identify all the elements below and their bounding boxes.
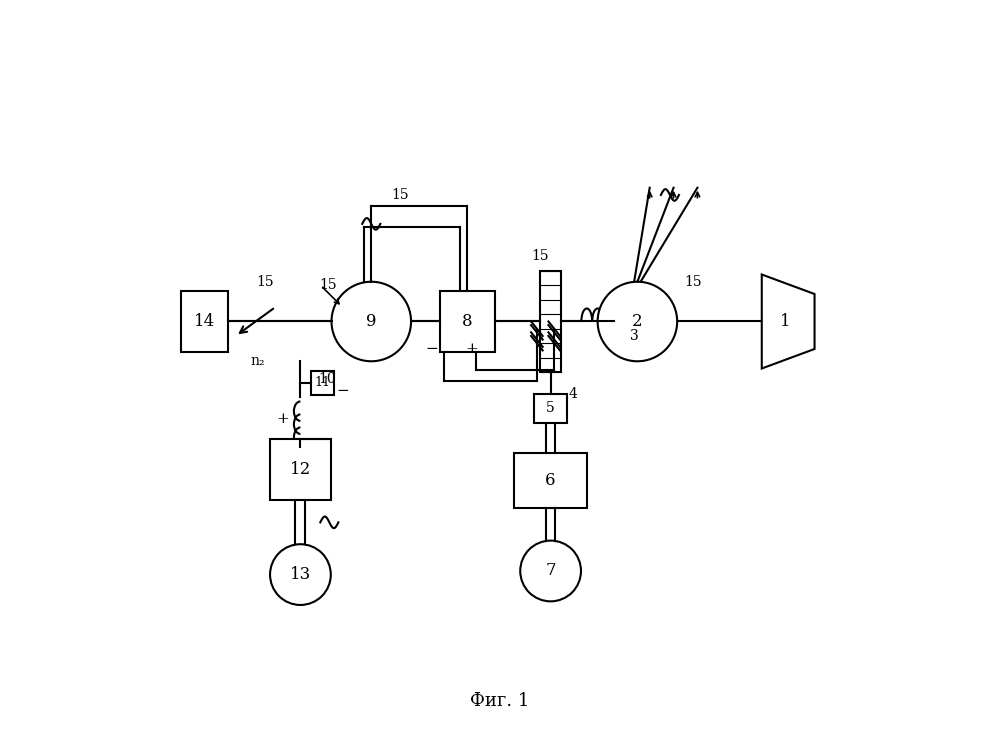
Text: 8: 8 <box>462 313 473 330</box>
Text: 9: 9 <box>366 313 377 330</box>
Text: 7: 7 <box>545 562 556 579</box>
Text: +: + <box>276 412 289 426</box>
Circle shape <box>520 541 581 601</box>
Bar <box>181 291 228 352</box>
Text: 5: 5 <box>546 401 555 415</box>
Text: 4: 4 <box>569 387 578 401</box>
Text: 15: 15 <box>531 249 549 263</box>
Text: 15: 15 <box>319 279 337 293</box>
Circle shape <box>332 282 411 361</box>
Text: 6: 6 <box>545 472 556 489</box>
Text: 14: 14 <box>194 313 216 330</box>
Text: 11: 11 <box>315 377 331 389</box>
Text: 1: 1 <box>780 313 791 330</box>
Bar <box>311 371 334 394</box>
Circle shape <box>270 544 331 605</box>
Bar <box>270 439 331 500</box>
Text: 12: 12 <box>290 461 311 478</box>
Text: 15: 15 <box>684 275 702 289</box>
Text: n₂: n₂ <box>250 354 265 368</box>
Text: 15: 15 <box>391 188 409 202</box>
Text: 13: 13 <box>290 566 311 583</box>
Text: +: + <box>465 342 478 356</box>
Circle shape <box>598 282 677 361</box>
Text: 15: 15 <box>256 275 273 289</box>
Text: 2: 2 <box>632 313 643 330</box>
Text: 10: 10 <box>318 372 336 386</box>
Polygon shape <box>762 274 815 368</box>
Bar <box>534 394 567 423</box>
Bar <box>540 271 561 372</box>
Bar <box>440 291 495 352</box>
Bar <box>514 453 587 508</box>
Text: 3: 3 <box>630 329 639 343</box>
Text: −: − <box>425 342 438 356</box>
Text: Фиг. 1: Фиг. 1 <box>470 692 530 710</box>
Text: −: − <box>337 384 349 398</box>
